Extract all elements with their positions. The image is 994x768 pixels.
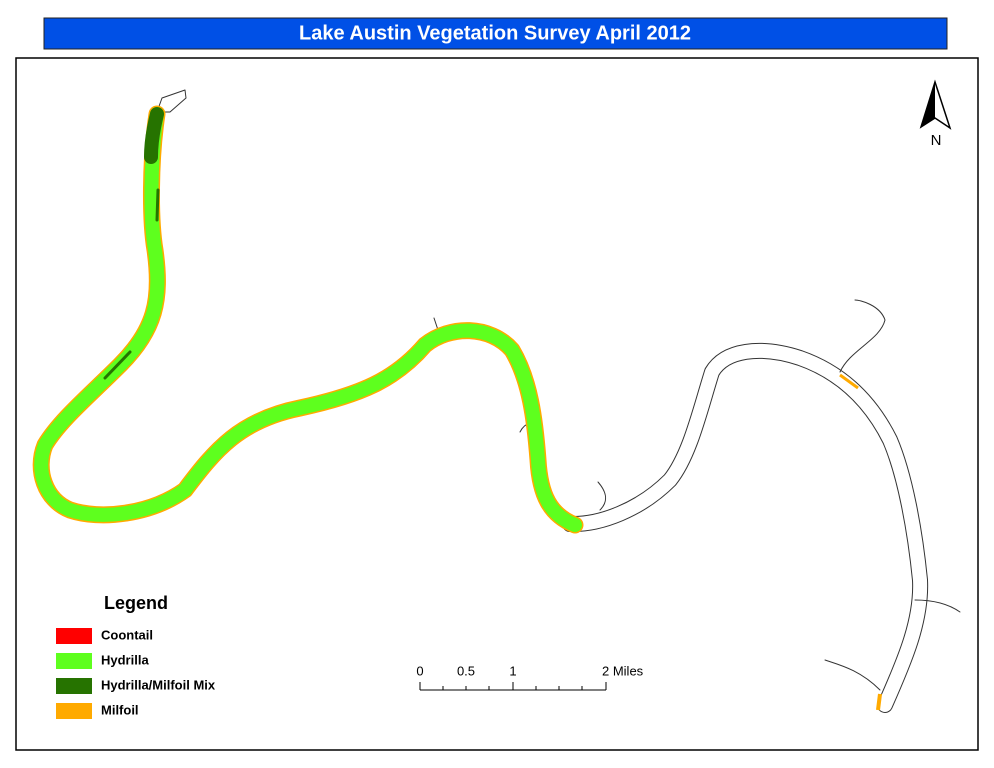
legend-title: Legend xyxy=(104,593,168,613)
scale-label: 2 Miles xyxy=(602,663,644,678)
legend-swatch xyxy=(56,628,92,644)
scale-label: 0.5 xyxy=(457,663,475,678)
legend: Coontail Hydrilla Hydrilla/Milfoil Mix Milf… xyxy=(56,627,216,719)
legend-label: Hydrilla xyxy=(101,652,149,667)
map-frame xyxy=(15,57,979,751)
title-bar xyxy=(43,17,948,50)
north-arrow: N xyxy=(919,79,952,149)
milfoil-patch xyxy=(876,693,882,711)
legend-label: Hydrilla/Milfoil Mix xyxy=(101,677,216,692)
map-title: Lake Austin Vegetation Survey April 2012 xyxy=(299,22,691,44)
scale-bar xyxy=(419,682,607,691)
legend-label: Coontail xyxy=(101,627,153,642)
legend-label: Milfoil xyxy=(101,702,139,717)
scale-label: 0 xyxy=(416,663,423,678)
milfoil-patch xyxy=(839,373,859,390)
scale-label: 1 xyxy=(509,663,516,678)
legend-swatch xyxy=(56,678,92,694)
legend-swatch xyxy=(56,703,92,719)
river-upper xyxy=(32,89,584,534)
legend-swatch xyxy=(56,653,92,669)
north-label: N xyxy=(931,132,942,149)
